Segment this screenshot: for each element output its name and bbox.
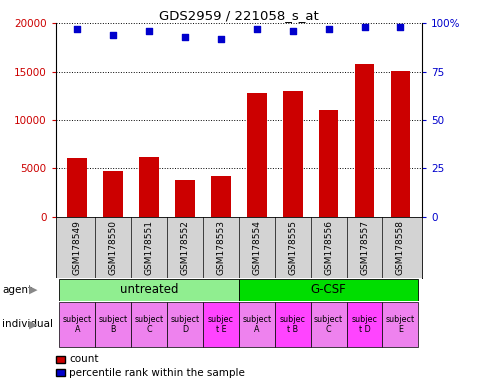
Text: subject
B: subject B — [98, 315, 127, 334]
Text: GSM178557: GSM178557 — [359, 220, 368, 275]
Text: count: count — [69, 354, 99, 364]
Bar — [318, 110, 338, 217]
Text: subject
C: subject C — [134, 315, 163, 334]
Text: GSM178558: GSM178558 — [395, 220, 404, 275]
Text: ▶: ▶ — [29, 285, 38, 295]
Bar — [95, 302, 131, 347]
Text: GSM178554: GSM178554 — [252, 220, 261, 275]
Text: subject
E: subject E — [385, 315, 414, 334]
Bar — [310, 302, 346, 347]
Bar — [274, 302, 310, 347]
Text: subject
C: subject C — [314, 315, 343, 334]
Point — [396, 24, 404, 30]
Text: GSM178552: GSM178552 — [180, 220, 189, 275]
Point — [216, 35, 224, 41]
Bar — [211, 176, 230, 217]
Bar — [175, 180, 195, 217]
Point — [360, 24, 368, 30]
Text: subjec
t B: subjec t B — [279, 315, 305, 334]
Bar — [238, 279, 418, 301]
Text: GSM178550: GSM178550 — [108, 220, 118, 275]
Bar — [103, 171, 123, 217]
Text: GSM178551: GSM178551 — [144, 220, 153, 275]
Point — [288, 28, 296, 34]
Bar — [382, 302, 418, 347]
Bar — [139, 157, 159, 217]
Bar — [346, 302, 382, 347]
Point — [324, 26, 332, 32]
Text: G-CSF: G-CSF — [310, 283, 346, 296]
Bar — [67, 158, 87, 217]
Bar — [390, 71, 409, 217]
Bar — [246, 93, 266, 217]
Text: individual: individual — [2, 319, 53, 329]
Point — [145, 28, 152, 34]
Bar — [131, 302, 166, 347]
Text: GSM178555: GSM178555 — [287, 220, 297, 275]
Point — [181, 33, 188, 40]
Bar — [202, 302, 238, 347]
Bar — [282, 91, 302, 217]
Text: ▶: ▶ — [29, 319, 38, 329]
Text: subject
A: subject A — [62, 315, 91, 334]
Bar — [166, 302, 202, 347]
Text: subjec
t D: subjec t D — [351, 315, 377, 334]
Bar — [59, 302, 95, 347]
Point — [73, 26, 81, 32]
Text: subject
A: subject A — [242, 315, 271, 334]
Text: subjec
t E: subjec t E — [208, 315, 233, 334]
Text: untreated: untreated — [120, 283, 178, 296]
Text: agent: agent — [2, 285, 32, 295]
Point — [253, 26, 260, 32]
Text: percentile rank within the sample: percentile rank within the sample — [69, 368, 245, 378]
Bar — [238, 302, 274, 347]
Bar — [59, 279, 239, 301]
Text: GSM178549: GSM178549 — [73, 220, 82, 275]
Point — [109, 31, 117, 38]
Text: subject
D: subject D — [170, 315, 199, 334]
Text: GSM178556: GSM178556 — [323, 220, 333, 275]
Bar — [354, 64, 374, 217]
Text: GSM178553: GSM178553 — [216, 220, 225, 275]
Title: GDS2959 / 221058_s_at: GDS2959 / 221058_s_at — [159, 9, 318, 22]
